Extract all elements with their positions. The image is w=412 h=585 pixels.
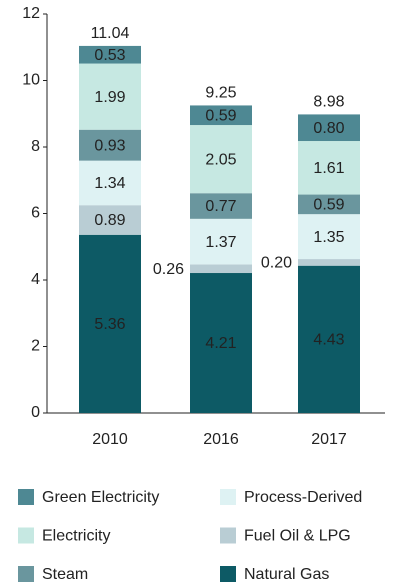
- bar-segment: [190, 125, 252, 194]
- bar-segment: [79, 205, 141, 235]
- data-label: 5.36: [94, 316, 125, 333]
- bar-segment: [298, 259, 360, 266]
- data-label: 0.80: [313, 120, 344, 137]
- total-label: 11.04: [91, 25, 130, 42]
- legend-label: Natural Gas: [244, 566, 329, 583]
- x-tick-label: 2016: [203, 431, 239, 448]
- y-tick-label: 2: [31, 338, 40, 355]
- bar-segment: [298, 141, 360, 195]
- bar-segment: [79, 63, 141, 130]
- legend-swatch: [18, 489, 34, 505]
- x-tick-label: 2010: [92, 431, 128, 448]
- y-tick-label: 4: [31, 271, 40, 288]
- data-label: 0.93: [94, 137, 125, 154]
- data-label: 0.53: [94, 47, 125, 64]
- bar-segment: [298, 265, 360, 413]
- total-label: 8.98: [313, 94, 344, 111]
- legend-swatch: [18, 527, 34, 544]
- y-tick-label: 12: [22, 5, 40, 22]
- data-label: 1.35: [313, 229, 344, 246]
- bar-segment: [298, 194, 360, 215]
- data-label: 0.59: [205, 107, 236, 124]
- data-label: 4.43: [313, 332, 344, 349]
- bar-segment: [190, 218, 252, 265]
- data-label: 4.21: [205, 335, 236, 352]
- data-label: 0.59: [313, 197, 344, 214]
- data-label: 1.37: [205, 234, 236, 251]
- data-label: 0.89: [94, 212, 125, 229]
- data-label: 2.05: [205, 151, 236, 168]
- legend-label: Process-Derived: [244, 489, 362, 506]
- bar-segment: [190, 273, 252, 413]
- y-tick-label: 6: [31, 205, 40, 222]
- bar-segment: [190, 105, 252, 126]
- data-label: 0.26: [153, 261, 184, 278]
- data-label: 0.77: [205, 198, 236, 215]
- legend-swatch: [220, 566, 236, 582]
- data-label: 1.34: [94, 175, 125, 192]
- y-tick-label: 10: [22, 72, 40, 89]
- total-label: 9.25: [205, 85, 236, 102]
- x-tick-label: 2017: [311, 431, 347, 448]
- legend-swatch: [220, 527, 236, 544]
- bar-segment: [79, 129, 141, 161]
- legend-label: Fuel Oil & LPG: [244, 528, 351, 545]
- bar-segment: [298, 114, 360, 142]
- bar-segment: [298, 214, 360, 260]
- y-tick-label: 0: [31, 404, 40, 421]
- bar-segment: [190, 193, 252, 219]
- data-label: 1.61: [313, 160, 344, 177]
- bar-segment: [190, 264, 252, 274]
- bar-segment: [79, 234, 141, 413]
- legend-label: Green Electricity: [42, 489, 159, 506]
- data-label: 1.99: [94, 89, 125, 106]
- legend-label: Steam: [42, 566, 88, 583]
- bar-segment: [79, 45, 141, 64]
- data-label: 0.20: [261, 255, 292, 272]
- y-tick-label: 8: [31, 138, 40, 155]
- legend-swatch: [220, 489, 236, 505]
- legend-swatch: [18, 566, 34, 582]
- bar-segment: [79, 160, 141, 206]
- legend-label: Electricity: [42, 528, 110, 545]
